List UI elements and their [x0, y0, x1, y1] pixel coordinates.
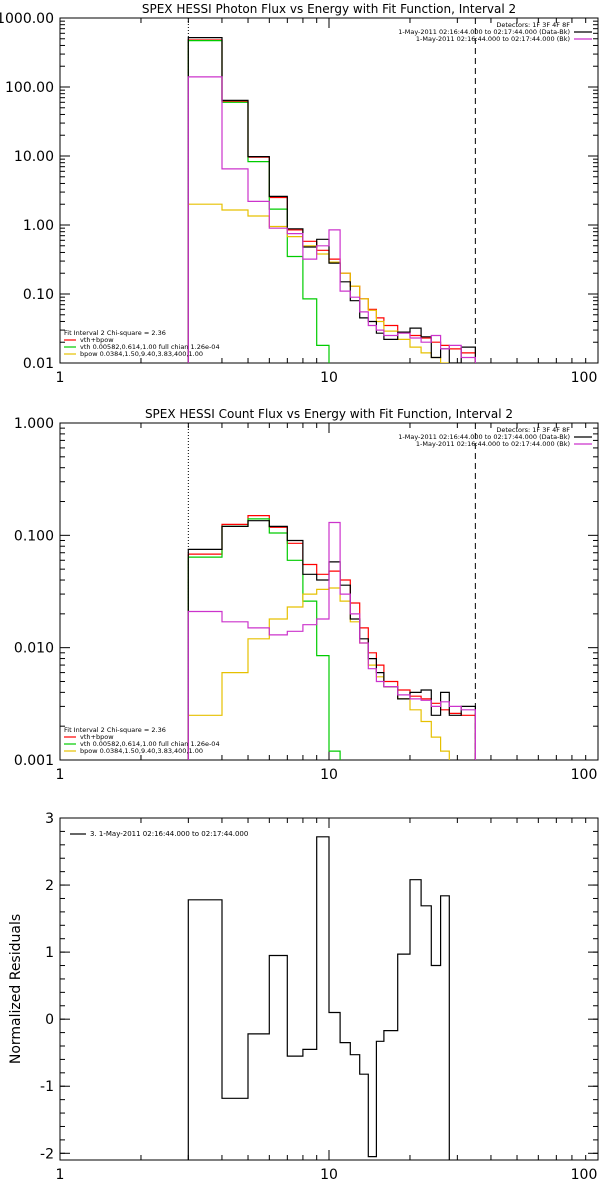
chart-title: SPEX HESSI Count Flux vs Energy with Fit… [145, 407, 513, 421]
series-group [187, 836, 450, 1160]
y-tick-label: 3 [45, 811, 54, 827]
y-tick-label: -2 [40, 1146, 54, 1162]
x-tick-label: 1 [56, 1167, 65, 1183]
legend-left-entry: Fit Interval 2 Chi-square = 2.36 [64, 726, 166, 734]
x-tick-label: 10 [320, 767, 338, 783]
y-tick-label: 10.00 [14, 149, 54, 165]
series-data-histogram [187, 836, 450, 1160]
series-bpow-histogram [187, 203, 450, 363]
legend-left-entry: Fit Interval 2 Chi-square = 2.36 [64, 329, 166, 337]
x-tick-label: 10 [320, 370, 338, 386]
y-tick-label: 100.00 [5, 80, 54, 96]
series-total-histogram [187, 39, 476, 363]
x-tick-label: 100 [571, 767, 598, 783]
y-tick-label: 0.100 [14, 528, 54, 544]
x-tick-label: 10 [320, 1167, 338, 1183]
legend-entry: 3. 1-May-2011 02:16:44.000 to 02:17:44.0… [90, 830, 248, 838]
y-tick-label: 1.000 [14, 416, 54, 432]
series-data-histogram [187, 520, 476, 760]
y-tick-label: 2 [45, 878, 54, 894]
chart-title: SPEX HESSI Photon Flux vs Energy with Fi… [142, 2, 516, 16]
legend-right-entry: Detectors: 1F 3F 4F 8F [496, 21, 570, 29]
legend-left-entry: bpow 0.0384,1.50,9.40,3.83,400,1.00 [80, 350, 203, 358]
y-axis-label: Normalized Residuals [8, 914, 24, 1064]
chart-panel-2: SPEX HESSI Count Flux vs Energy with Fit… [14, 407, 599, 783]
legend-right-entry: 1-May-2011 02:16:44.000 to 02:17:44.000 … [398, 28, 570, 36]
y-tick-label: 0.001 [14, 753, 54, 769]
chart-panel-3: 1 10 100 -2 -1 0 1 2 3 Normalized Residuals 3. 1-M… [8, 811, 599, 1183]
x-tick-label: 100 [571, 1167, 598, 1183]
y-tick-label: 1000.00 [0, 11, 54, 27]
legend-left-entry: vth+bpow [80, 336, 114, 344]
y-tick-label: -1 [40, 1079, 54, 1095]
x-tick-label: 1 [56, 370, 65, 386]
legend-right-entry: 1-May-2011 02:16:44.000 to 02:17:44.000 … [416, 440, 570, 448]
y-tick-label: 0.10 [23, 287, 54, 303]
y-tick-label: 0.01 [23, 356, 54, 372]
legend-right-entry: 1-May-2011 02:16:44.000 to 02:17:44.000 … [398, 433, 570, 441]
y-tick-label: 0.010 [14, 641, 54, 657]
y-tick-label: 0 [45, 1012, 54, 1028]
legend-left-entry: vth 0.00582,0.614,1.00 full chian 1.26e-… [80, 343, 220, 351]
legend-left-entry: vth+bpow [80, 733, 114, 741]
series-bk-histogram [187, 521, 476, 760]
y-tick-label: 1.00 [23, 218, 54, 234]
legend-left-entry: bpow 0.0384,1.50,9.40,3.83,400,1.00 [80, 747, 203, 755]
plot-frame [59, 17, 599, 364]
series-total-histogram [187, 515, 476, 760]
chart-panel-1: SPEX HESSI Photon Flux vs Energy with Fi… [0, 2, 599, 386]
series-data-histogram [187, 37, 476, 363]
y-tick-label: 1 [45, 945, 54, 961]
series-group [187, 37, 476, 363]
series-bk-histogram [187, 76, 476, 363]
legend-right-entry: Detectors: 1F 3F 4F 8F [496, 426, 570, 434]
series-group [187, 515, 476, 760]
legend-left-entry: vth 0.00582,0.614,1.00 full chian 1.26e-… [80, 740, 220, 748]
legend-right-entry: 1-May-2011 02:16:44.000 to 02:17:44.000 … [416, 35, 570, 43]
x-tick-label: 1 [56, 767, 65, 783]
series-vth-histogram [187, 40, 330, 363]
x-tick-label: 100 [571, 370, 598, 386]
